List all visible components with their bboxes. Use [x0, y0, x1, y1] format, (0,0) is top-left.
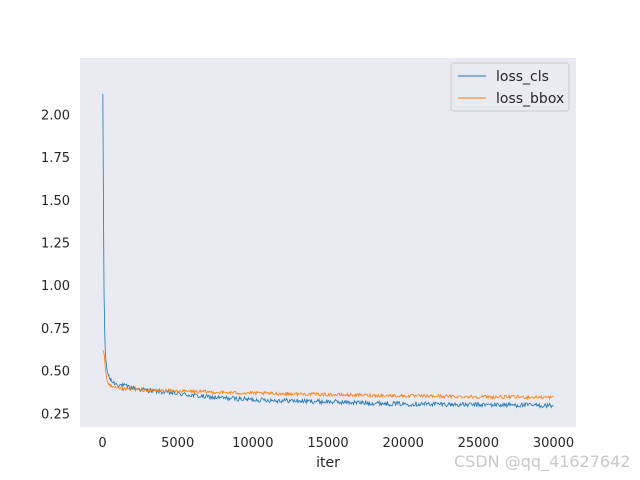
legend-label-loss-bbox: loss_bbox: [496, 91, 564, 107]
y-tick-label: 0.25: [41, 407, 70, 422]
series-line-loss-cls: [102, 93, 554, 409]
y-tick-label: 0.50: [41, 365, 70, 380]
watermark: CSDN @qq_41627642: [454, 452, 631, 471]
x-tick-label: 20000: [383, 436, 424, 451]
legend-box: [450, 62, 570, 112]
series-line-loss-bbox: [102, 349, 554, 401]
y-tick-label: 1.75: [41, 151, 70, 166]
y-tick-label: 2.00: [41, 108, 70, 123]
x-axis-title: iter: [316, 455, 340, 471]
x-axis-ticks: 0 5000 10000 15000 20000 25000 30000: [98, 436, 574, 451]
y-tick-label: 1.00: [41, 279, 70, 294]
x-tick-label: 25000: [458, 436, 499, 451]
x-tick-label: 0: [98, 436, 106, 451]
series-layer: [102, 93, 554, 409]
plot-background: [80, 58, 576, 427]
legend-label-loss-cls: loss_cls: [496, 69, 549, 85]
x-tick-label: 5000: [161, 436, 194, 451]
legend: loss_cls loss_bbox: [450, 62, 570, 112]
x-tick-label: 15000: [307, 436, 348, 451]
y-axis-ticks: 0.25 0.50 0.75 1.00 1.25 1.50 1.75 2.00: [41, 108, 70, 422]
y-tick-label: 1.25: [41, 237, 70, 252]
y-tick-label: 1.50: [41, 194, 70, 209]
x-tick-label: 30000: [533, 436, 574, 451]
x-tick-label: 10000: [232, 436, 273, 451]
y-tick-label: 0.75: [41, 322, 70, 337]
